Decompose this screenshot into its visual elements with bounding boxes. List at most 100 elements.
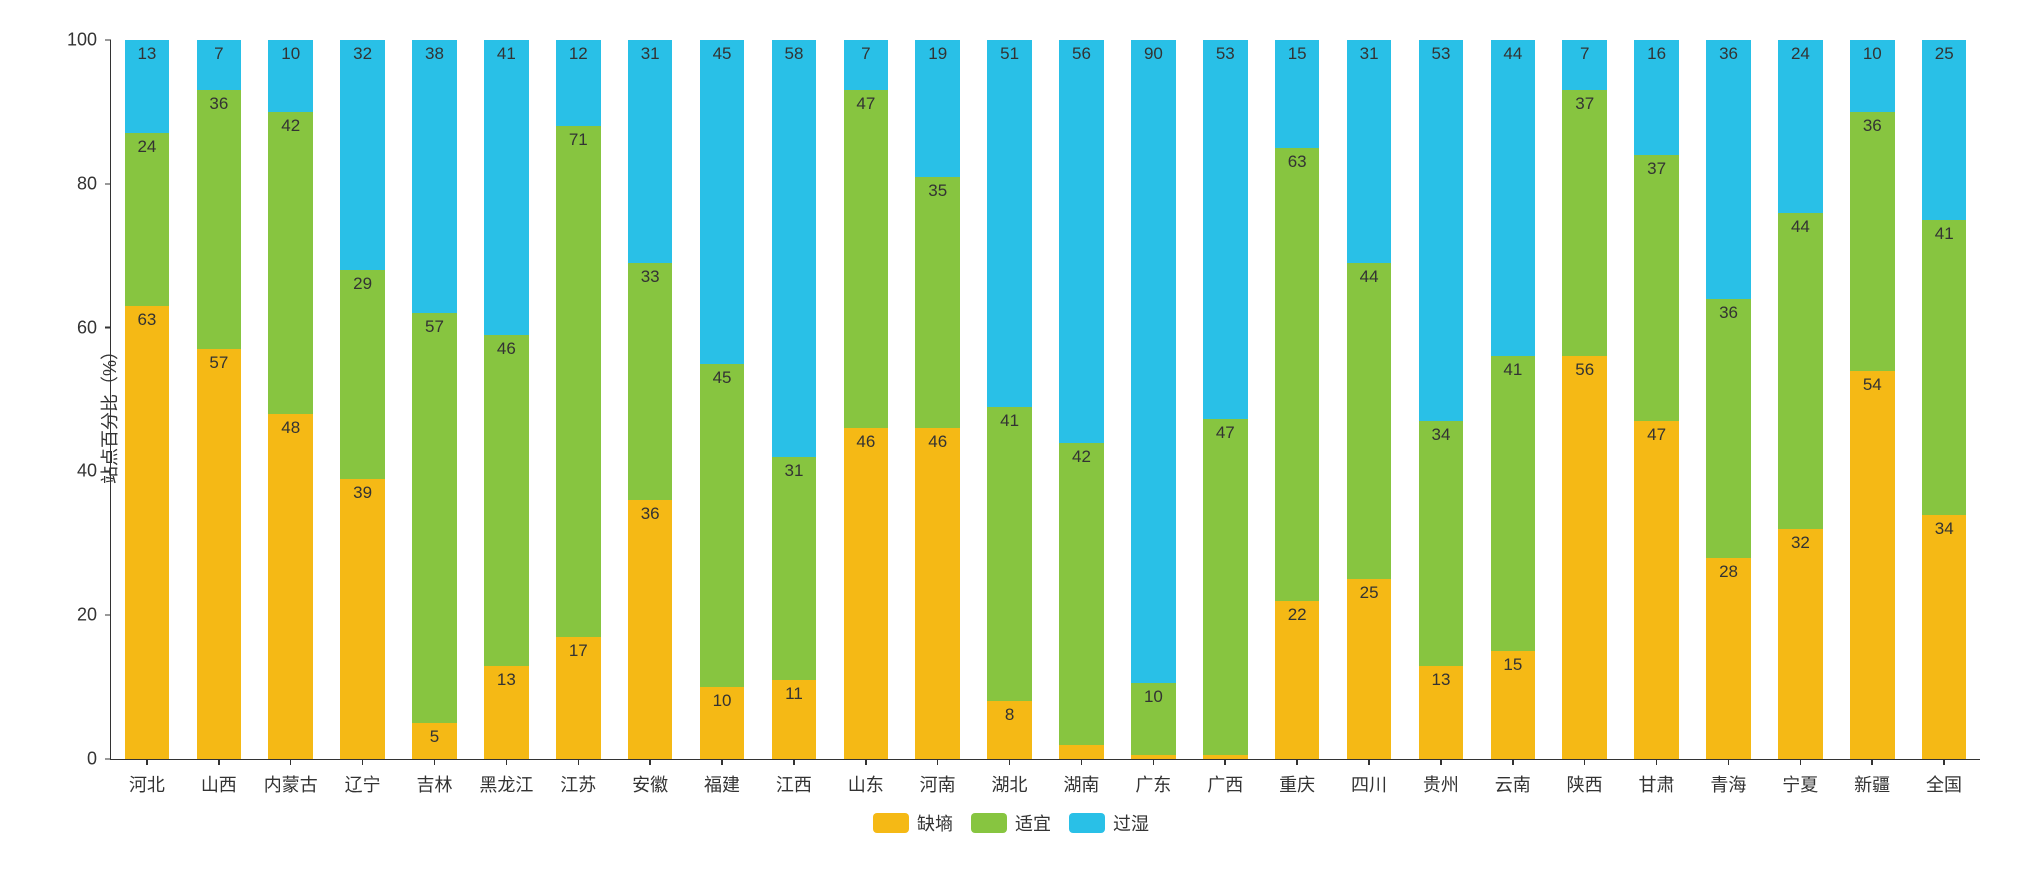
x-tick: 宁夏 (1782, 759, 1818, 797)
segment-fit: 41 (1491, 356, 1536, 651)
segment-value-label: 42 (281, 116, 300, 136)
bar: 324424 (1778, 40, 1823, 759)
segment-lack: 13 (1419, 666, 1464, 759)
segment-wet: 51 (987, 40, 1032, 407)
x-tick: 湖南 (1063, 759, 1099, 797)
segment-value-label: 13 (497, 670, 516, 690)
x-tick-label: 甘肃 (1639, 765, 1675, 797)
bar: 56377 (1562, 40, 1607, 759)
segment-value-label: 41 (497, 44, 516, 64)
bar-slot: 484210 (255, 40, 327, 759)
segment-value-label: 24 (137, 137, 156, 157)
segment-value-label: 37 (1647, 159, 1666, 179)
bar: 55738 (412, 40, 457, 759)
y-tick-label: 100 (67, 30, 105, 51)
x-tick-label: 安徽 (632, 765, 668, 797)
segment-value-label: 42 (1072, 447, 1091, 467)
x-tick: 四川 (1351, 759, 1387, 797)
y-tick: 20 (77, 605, 111, 626)
x-tick-label: 贵州 (1423, 765, 1459, 797)
x-tick-label: 黑龙江 (479, 765, 533, 797)
segment-value-label: 19 (928, 44, 947, 64)
bar-slot: 283636 (1693, 40, 1765, 759)
bar-slot: 392932 (327, 40, 399, 759)
x-tick-label: 山东 (848, 765, 884, 797)
segment-lack: 28 (1706, 558, 1751, 759)
x-tick: 全国 (1926, 759, 1962, 797)
segment-fit: 31 (772, 457, 817, 680)
segment-value-label: 31 (641, 44, 660, 64)
segment-value-label: 25 (1935, 44, 1954, 64)
segment-value-label: 32 (353, 44, 372, 64)
x-tick-label: 云南 (1495, 765, 1531, 797)
segment-lack: 47 (1634, 421, 1679, 759)
x-tick-label: 湖北 (992, 765, 1028, 797)
legend-swatch (971, 813, 1007, 833)
bar: 463519 (915, 40, 960, 759)
segment-value-label: 47 (856, 94, 875, 114)
segment-fit: 63 (1275, 148, 1320, 601)
segment-wet: 25 (1922, 40, 1967, 220)
bar-slot: 363331 (614, 40, 686, 759)
y-tick: 0 (87, 749, 111, 770)
segment-lack: 11 (772, 680, 817, 759)
segment-value-label: 41 (1935, 224, 1954, 244)
segment-wet: 32 (340, 40, 385, 270)
x-tick-label: 吉林 (416, 765, 452, 797)
y-tick-label: 80 (77, 173, 105, 194)
segment-fit: 47 (844, 90, 889, 428)
bar-slot: 543610 (1836, 40, 1908, 759)
x-tick: 安徽 (632, 759, 668, 797)
bar-slot: 47 37 16 (1621, 40, 1693, 759)
y-tick: 100 (67, 30, 111, 51)
x-tick: 江苏 (560, 759, 596, 797)
segment-value-label: 7 (1580, 44, 1589, 64)
segment-wet: 90 (1131, 40, 1176, 683)
segment-value-label: 10 (713, 691, 732, 711)
segment-wet: 58 (772, 40, 817, 457)
segment-fit: 24 (125, 133, 170, 306)
bar: 1090 (1131, 40, 1176, 759)
segment-value-label: 63 (137, 310, 156, 330)
bar: 113158 (772, 40, 817, 759)
x-tick: 江西 (776, 759, 812, 797)
segment-wet: 36 (1706, 40, 1751, 299)
bar: 154144 (1491, 40, 1536, 759)
segment-value-label: 34 (1432, 425, 1451, 445)
segment-wet: 19 (915, 40, 960, 177)
segment-value-label: 54 (1863, 375, 1882, 395)
segment-value-label: 38 (425, 44, 444, 64)
y-tick-mark (105, 471, 111, 473)
bar-slot: 177112 (542, 40, 614, 759)
segment-fit: 37 (1562, 90, 1607, 356)
y-tick-mark (105, 327, 111, 329)
x-tick-label: 山西 (201, 765, 237, 797)
segment-value-label: 34 (1935, 519, 1954, 539)
bar-slot: 4753 (1189, 40, 1261, 759)
segment-lack: 5 (412, 723, 457, 759)
segment-fit: 41 (1922, 220, 1967, 515)
segment-wet: 16 (1634, 40, 1679, 155)
bars-wrap: 6324135736748421039293255738134641177112… (111, 40, 1980, 759)
segment-value-label: 47 (1216, 423, 1235, 443)
bar: 133453 (1419, 40, 1464, 759)
segment-value-label: 31 (1360, 44, 1379, 64)
bar-slot: 226315 (1261, 40, 1333, 759)
segment-wet: 7 (197, 40, 242, 90)
segment-wet: 31 (628, 40, 673, 263)
x-tick-label: 福建 (704, 765, 740, 797)
bar: 57367 (197, 40, 242, 759)
legend-swatch (873, 813, 909, 833)
segment-value-label: 10 (1863, 44, 1882, 64)
segment-value-label: 7 (214, 44, 223, 64)
segment-lack (1059, 745, 1104, 759)
y-tick-label: 60 (77, 317, 105, 338)
legend-item-fit: 适宜 (971, 810, 1051, 836)
segment-fit: 42 (268, 112, 313, 414)
segment-fit: 45 (700, 364, 745, 688)
segment-value-label: 13 (1432, 670, 1451, 690)
segment-value-label: 41 (1503, 360, 1522, 380)
bar-slot: 133453 (1405, 40, 1477, 759)
segment-fit: 41 (987, 407, 1032, 702)
x-tick: 甘肃 (1639, 759, 1675, 797)
